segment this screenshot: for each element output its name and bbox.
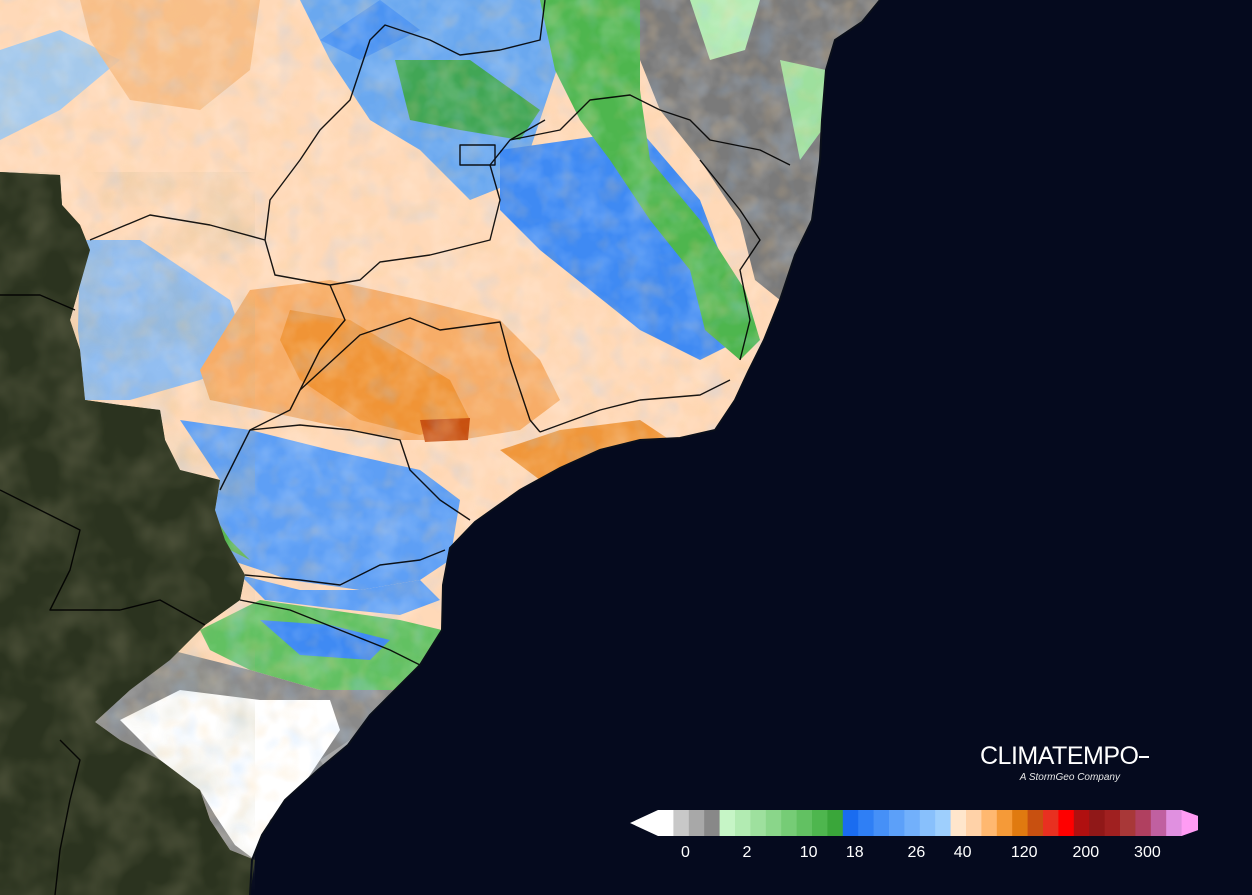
legend-swatch (1089, 810, 1106, 836)
legend-swatch (812, 810, 828, 836)
legend-swatch (842, 810, 859, 836)
legend-tick-label: 26 (907, 844, 926, 861)
legend-tick-label: 18 (845, 844, 864, 861)
legend-swatch (1150, 810, 1167, 836)
legend-swatch (950, 810, 967, 836)
legend-swatch (796, 810, 813, 836)
legend-tick-label: 10 (799, 844, 818, 861)
legend-swatch (919, 810, 936, 836)
legend-tick-label: 40 (953, 844, 972, 861)
legend-swatch (935, 810, 952, 836)
legend-swatch (981, 810, 998, 836)
legend-swatch (1058, 810, 1075, 836)
logo-dash-icon (1139, 756, 1150, 759)
legend-swatch (750, 810, 767, 836)
legend-swatch (704, 810, 721, 836)
legend-swatch (966, 810, 982, 836)
legend-tick-label: 300 (1134, 844, 1161, 861)
brand-name: CLIMATEMPO (980, 742, 1139, 770)
legend-swatch (1073, 810, 1090, 836)
legend-swatch (1043, 810, 1059, 836)
legend-swatch (735, 810, 751, 836)
legend-swatch (658, 810, 674, 836)
color-scale-legend: 0 2 10 18 26 40 120 200 300 (628, 808, 1198, 868)
legend-swatch (688, 810, 705, 836)
legend-swatch (1135, 810, 1152, 836)
legend-tick-label: 0 (680, 844, 690, 861)
legend-swatch (719, 810, 736, 836)
legend-tick-label: 200 (1072, 844, 1100, 861)
legend-swatch (1120, 810, 1136, 836)
legend-end-arrow (1181, 810, 1198, 836)
legend-swatch (765, 810, 782, 836)
legend-tick-label: 2 (742, 844, 752, 861)
legend-swatch (889, 810, 905, 836)
legend-swatch (1104, 810, 1121, 836)
legend-swatch (873, 810, 890, 836)
legend-swatch (673, 810, 690, 836)
legend-swatch (1166, 810, 1183, 836)
legend-swatch (1012, 810, 1029, 836)
legend-tick-label: 120 (1010, 844, 1038, 861)
legend-swatch (858, 810, 875, 836)
brand-tagline: A StormGeo Company (1019, 772, 1120, 783)
legend-colorbar (630, 810, 1198, 836)
legend-start-arrow (630, 810, 658, 836)
legend-swatch (1027, 810, 1044, 836)
climatempo-logo: CLIMATEMPO A StormGeo Company (980, 742, 1150, 783)
legend-swatch (904, 810, 921, 836)
legend-swatch (996, 810, 1013, 836)
legend-swatch (827, 810, 844, 836)
legend-swatch (781, 810, 798, 836)
